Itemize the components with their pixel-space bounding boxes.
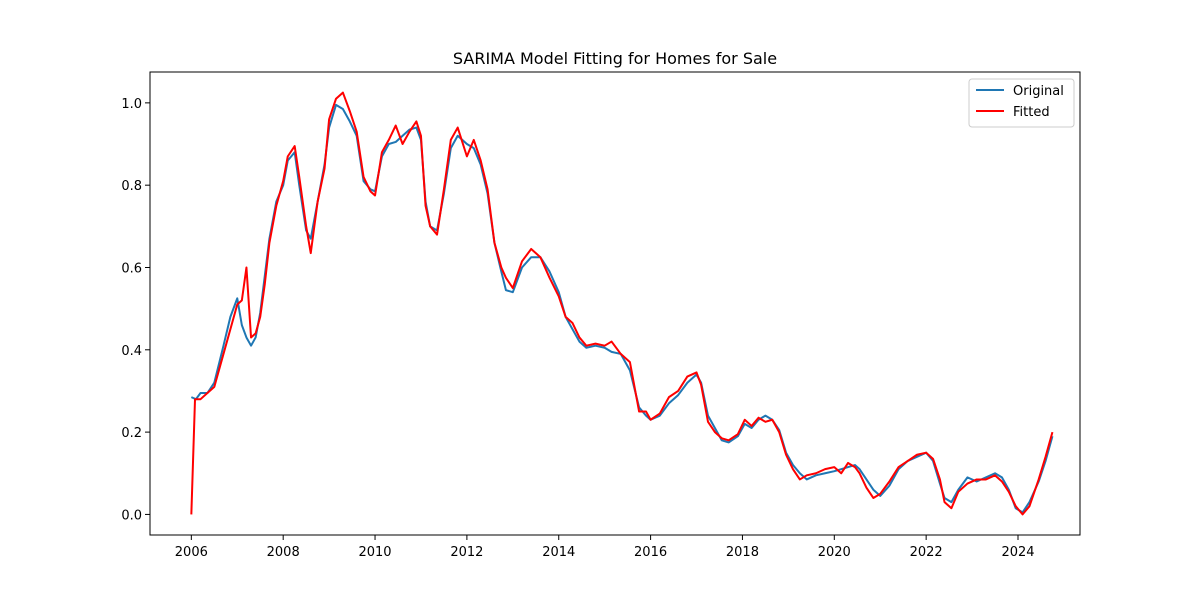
x-tick-label: 2016: [634, 545, 667, 560]
plot-frame: [149, 71, 1081, 536]
y-axis: 0.0 0.2 0.4 0.6 0.8 1.0: [121, 97, 150, 523]
y-tick-label: 0.8: [121, 179, 142, 194]
x-axis: 2006 2008 2010 2012 2014 2016 2018 2020 2022 2024: [175, 535, 1035, 560]
legend: Original Fitted: [968, 78, 1075, 128]
series-line-fitted: [190, 91, 1054, 516]
x-tick-label: 2012: [450, 545, 483, 560]
legend-label-original: Original: [1013, 84, 1064, 99]
series-layer: [190, 91, 1054, 516]
y-tick-label: 0.2: [121, 426, 142, 441]
legend-label-fitted: Fitted: [1013, 105, 1050, 120]
x-tick-label: 2008: [267, 545, 300, 560]
chart-title: SARIMA Model Fitting for Homes for Sale: [453, 49, 777, 68]
x-tick-label: 2010: [358, 545, 391, 560]
x-tick-label: 2006: [175, 545, 208, 560]
x-tick-label: 2024: [1001, 545, 1034, 560]
x-tick-label: 2022: [910, 545, 943, 560]
y-tick-label: 0.6: [121, 261, 142, 276]
y-tick-label: 1.0: [121, 97, 142, 112]
x-tick-label: 2018: [726, 545, 759, 560]
y-tick-label: 0.4: [121, 344, 142, 359]
y-tick-label: 0.0: [121, 508, 142, 523]
x-tick-label: 2020: [818, 545, 851, 560]
x-tick-label: 2014: [542, 545, 575, 560]
